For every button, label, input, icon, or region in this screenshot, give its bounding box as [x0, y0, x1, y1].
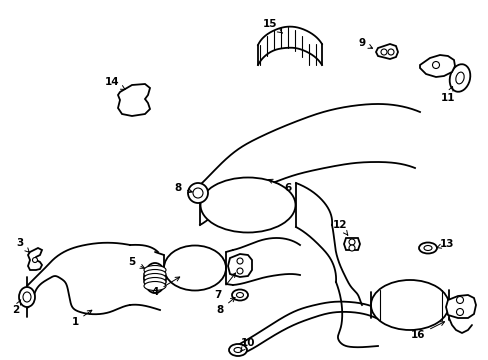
Ellipse shape	[23, 292, 31, 302]
Text: 1: 1	[71, 310, 92, 327]
Text: 11: 11	[440, 87, 454, 103]
Polygon shape	[28, 248, 42, 270]
Ellipse shape	[143, 270, 165, 279]
Text: 12: 12	[332, 220, 347, 235]
Polygon shape	[375, 44, 397, 59]
Ellipse shape	[455, 72, 463, 84]
Text: 9: 9	[358, 38, 372, 48]
Polygon shape	[118, 84, 150, 116]
Circle shape	[431, 62, 439, 68]
Ellipse shape	[231, 289, 247, 301]
Circle shape	[32, 257, 38, 262]
Text: 8: 8	[174, 183, 192, 193]
Text: 13: 13	[436, 239, 453, 249]
Ellipse shape	[19, 287, 35, 307]
Circle shape	[380, 49, 386, 55]
Ellipse shape	[200, 177, 295, 233]
Polygon shape	[445, 295, 475, 318]
Polygon shape	[419, 55, 454, 77]
Ellipse shape	[228, 344, 246, 356]
Text: 8: 8	[216, 297, 235, 315]
Ellipse shape	[143, 282, 165, 291]
Text: 4: 4	[151, 277, 179, 297]
Ellipse shape	[143, 278, 165, 287]
Text: 5: 5	[128, 257, 144, 268]
Circle shape	[387, 49, 393, 55]
Polygon shape	[227, 254, 251, 277]
Ellipse shape	[193, 188, 203, 198]
Ellipse shape	[370, 280, 448, 330]
Circle shape	[348, 245, 354, 251]
Text: 7: 7	[214, 273, 235, 300]
Circle shape	[348, 239, 354, 245]
Circle shape	[456, 297, 463, 303]
Ellipse shape	[449, 64, 469, 92]
Ellipse shape	[143, 266, 165, 274]
Ellipse shape	[143, 274, 165, 283]
Text: 15: 15	[262, 19, 282, 33]
Text: 14: 14	[104, 77, 125, 90]
Ellipse shape	[418, 243, 436, 253]
Polygon shape	[343, 238, 359, 250]
Text: 2: 2	[12, 300, 20, 315]
Text: 16: 16	[410, 322, 444, 340]
Text: 6: 6	[268, 179, 291, 193]
Ellipse shape	[234, 347, 242, 352]
Circle shape	[237, 258, 243, 264]
Ellipse shape	[163, 246, 225, 291]
Circle shape	[456, 309, 463, 315]
Polygon shape	[258, 27, 321, 65]
Text: 3: 3	[16, 238, 29, 252]
Circle shape	[237, 268, 243, 274]
Ellipse shape	[423, 246, 431, 251]
Ellipse shape	[187, 183, 207, 203]
Ellipse shape	[236, 292, 243, 297]
Text: 10: 10	[240, 338, 255, 351]
